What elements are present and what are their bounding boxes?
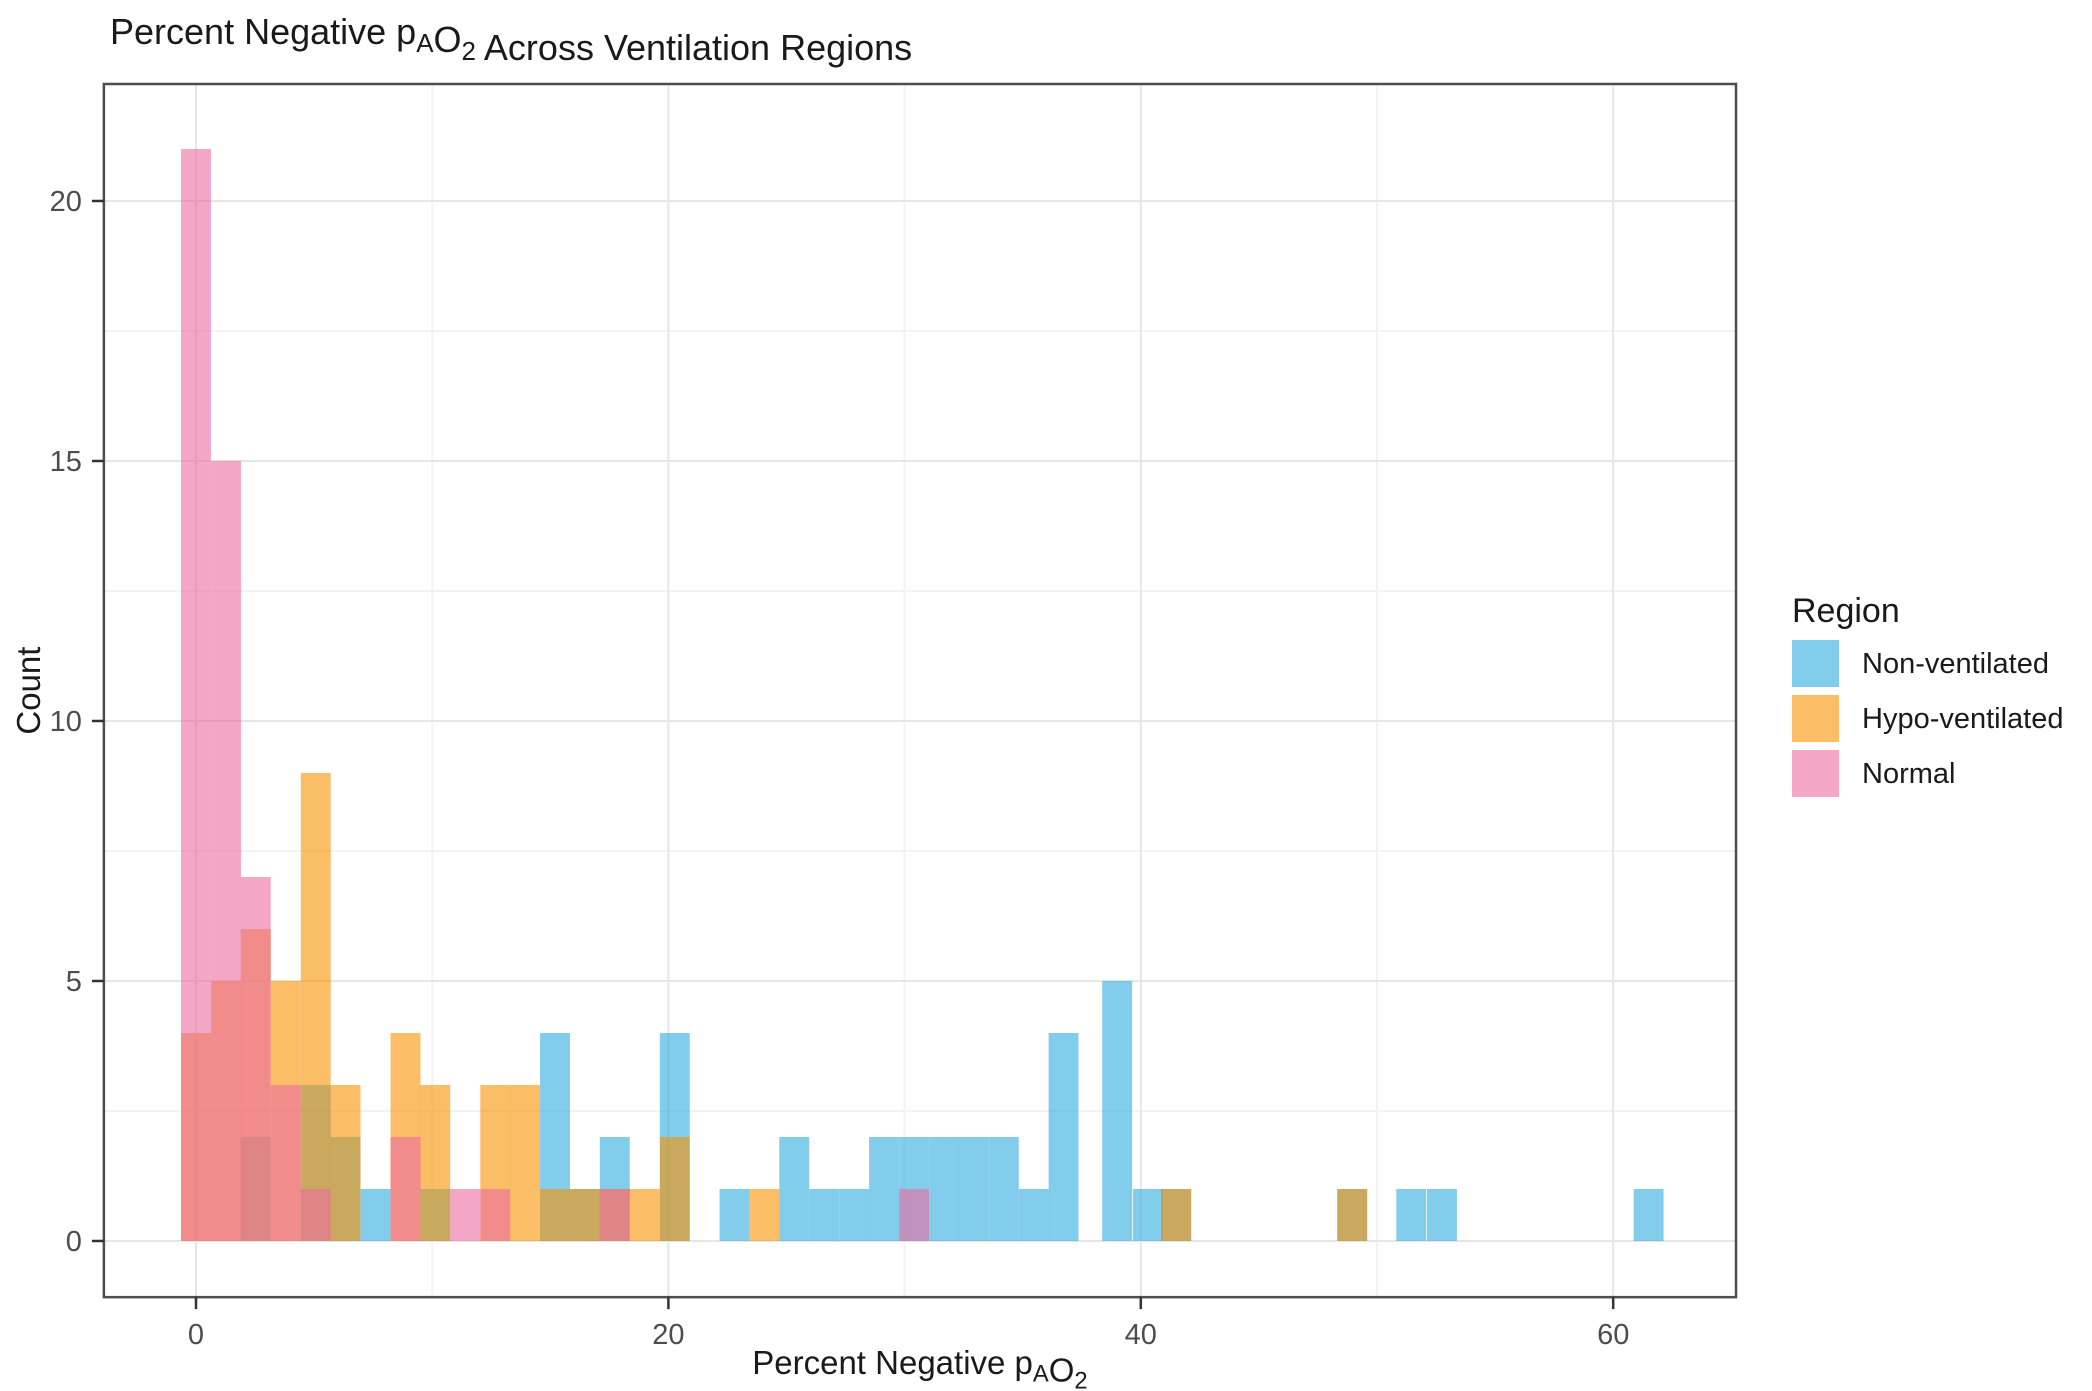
histogram-bar	[540, 1189, 570, 1241]
legend-label: Non-ventilated	[1862, 648, 2049, 680]
histogram-bar	[1633, 1189, 1664, 1241]
histogram-bar	[300, 773, 331, 1241]
histogram-bar	[779, 1137, 810, 1241]
histogram-bar	[929, 1137, 960, 1241]
histogram-bar	[1018, 1189, 1049, 1241]
y-tick-label: 20	[50, 186, 82, 218]
histogram-bar	[420, 1085, 451, 1241]
histogram-bar	[270, 1085, 301, 1241]
y-tick-label: 10	[50, 706, 82, 738]
histogram-bar	[450, 1189, 481, 1241]
x-tick-label: 0	[188, 1319, 204, 1351]
series-normal	[181, 149, 930, 1241]
histogram-bar	[390, 1137, 421, 1241]
y-axis-title: Count	[10, 647, 47, 735]
histogram-bar	[211, 461, 241, 1241]
legend-title: Region	[1792, 592, 1900, 630]
histogram-bar	[1337, 1189, 1368, 1241]
histogram-bar	[749, 1189, 780, 1241]
y-tick-label: 5	[66, 966, 82, 998]
legend-key-normal	[1792, 750, 1839, 797]
chart-title: Percent Negative pAO2 Across Ventilation…	[110, 11, 912, 68]
histogram-bar	[869, 1137, 900, 1241]
histogram-bar	[599, 1189, 630, 1241]
histogram-bar	[330, 1085, 361, 1241]
y-tick-label: 15	[50, 446, 82, 478]
histogram-bar	[1161, 1189, 1192, 1241]
histogram-bar	[1426, 1189, 1457, 1241]
legend: Region Non-ventilated Hypo-ventilated Norma…	[1792, 592, 2064, 797]
minor-gridlines	[103, 84, 1737, 1298]
legend-key-non-ventilated	[1792, 640, 1839, 687]
x-axis-title: Percent Negative pAO2	[752, 1344, 1087, 1391]
histogram-bar	[1132, 1189, 1163, 1241]
x-tick-label: 40	[1125, 1319, 1157, 1351]
panel-background	[103, 84, 1737, 1298]
histogram-bar	[570, 1189, 600, 1241]
axis-ticks: 0 20 40 60 0 5 10 15 20	[50, 186, 1630, 1351]
histogram-bar	[240, 877, 271, 1241]
histogram-bar	[659, 1137, 690, 1241]
histogram-bar	[360, 1189, 391, 1241]
histogram-bar	[899, 1189, 930, 1241]
histogram-bar	[719, 1189, 750, 1241]
legend-key-hypo-ventilated	[1792, 695, 1839, 742]
legend-label: Hypo-ventilated	[1862, 703, 2064, 735]
panel-border	[102, 82, 1738, 1299]
histogram-bar	[480, 1189, 511, 1241]
histogram-bar	[839, 1189, 870, 1241]
legend-label: Normal	[1862, 758, 1955, 790]
histogram-bar	[300, 1189, 331, 1241]
histogram-bar	[1102, 981, 1133, 1241]
x-tick-label: 60	[1597, 1319, 1629, 1351]
histogram-bar	[809, 1189, 840, 1241]
y-tick-label: 0	[66, 1226, 82, 1258]
histogram-bar	[1048, 1033, 1079, 1241]
histogram-bar	[1396, 1189, 1427, 1241]
histogram-bar	[958, 1137, 989, 1241]
histogram-bar	[629, 1189, 660, 1241]
histogram-bar	[510, 1085, 540, 1241]
histogram-bar	[181, 149, 211, 1241]
histogram-bar	[988, 1137, 1019, 1241]
x-tick-label: 20	[652, 1319, 684, 1351]
